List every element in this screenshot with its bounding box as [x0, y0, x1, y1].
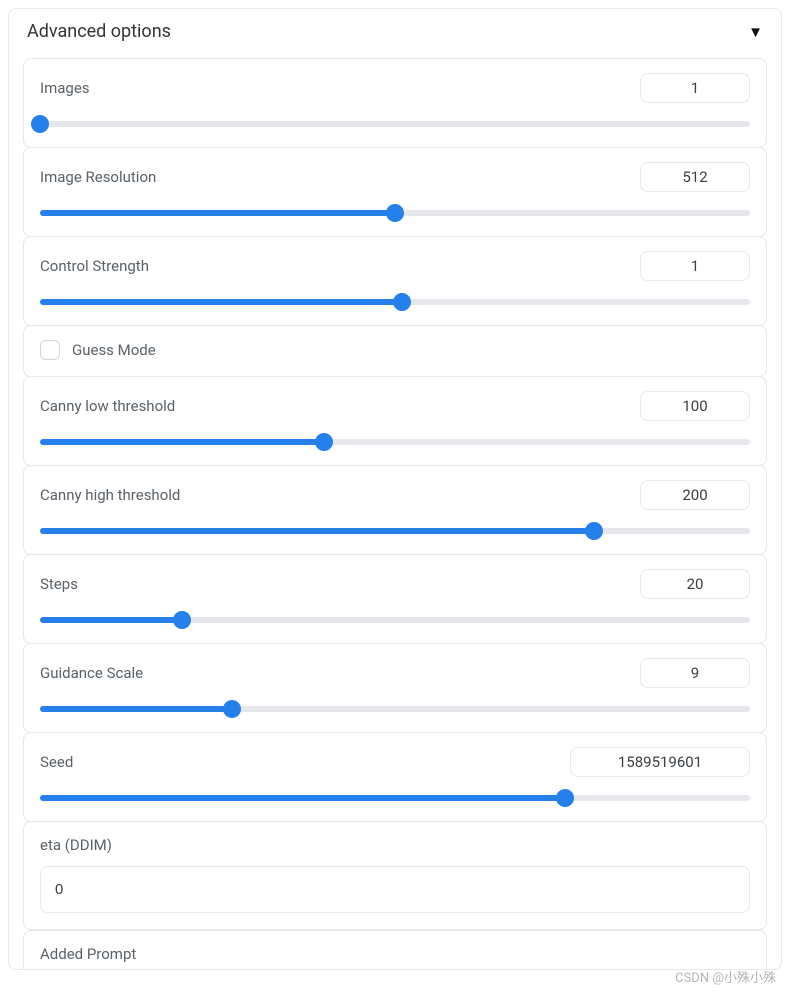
slider-thumb[interactable] — [223, 700, 241, 718]
seed-value[interactable]: 1589519601 — [570, 747, 750, 777]
steps-value[interactable]: 20 — [640, 569, 750, 599]
resolution-slider[interactable] — [40, 206, 750, 220]
canny-low-slider[interactable] — [40, 435, 750, 449]
resolution-block: Image Resolution 512 — [23, 147, 767, 237]
canny-high-label: Canny high threshold — [40, 486, 180, 504]
steps-block: Steps 20 — [23, 554, 767, 644]
canny-low-label: Canny low threshold — [40, 397, 175, 415]
eta-input[interactable] — [40, 866, 750, 913]
control-strength-block: Control Strength 1 — [23, 236, 767, 326]
canny-low-value[interactable]: 100 — [640, 391, 750, 421]
collapse-icon[interactable]: ▼ — [748, 23, 763, 41]
images-slider[interactable] — [40, 117, 750, 131]
slider-thumb[interactable] — [585, 522, 603, 540]
panel-header[interactable]: Advanced options ▼ — [9, 9, 781, 50]
seed-label: Seed — [40, 753, 73, 771]
eta-label: eta (DDIM) — [40, 836, 750, 854]
eta-block: eta (DDIM) — [23, 821, 767, 930]
added-prompt-block: Added Prompt — [23, 930, 767, 969]
slider-thumb[interactable] — [315, 433, 333, 451]
resolution-value[interactable]: 512 — [640, 162, 750, 192]
watermark: CSDN @小殊小殊 — [675, 967, 776, 986]
slider-thumb[interactable] — [393, 293, 411, 311]
canny-high-value[interactable]: 200 — [640, 480, 750, 510]
guidance-block: Guidance Scale 9 — [23, 643, 767, 733]
control-strength-slider[interactable] — [40, 295, 750, 309]
slider-thumb[interactable] — [386, 204, 404, 222]
control-strength-label: Control Strength — [40, 257, 149, 275]
images-value[interactable]: 1 — [640, 73, 750, 103]
canny-high-block: Canny high threshold 200 — [23, 465, 767, 555]
guidance-label: Guidance Scale — [40, 664, 143, 682]
guidance-value[interactable]: 9 — [640, 658, 750, 688]
controls-container: Images 1 Image Resolution 512 — [9, 58, 781, 969]
slider-thumb[interactable] — [173, 611, 191, 629]
seed-slider[interactable] — [40, 791, 750, 805]
images-block: Images 1 — [23, 58, 767, 148]
canny-high-slider[interactable] — [40, 524, 750, 538]
slider-thumb[interactable] — [31, 115, 49, 133]
canny-low-block: Canny low threshold 100 — [23, 376, 767, 466]
resolution-label: Image Resolution — [40, 168, 156, 186]
control-strength-value[interactable]: 1 — [640, 251, 750, 281]
steps-label: Steps — [40, 575, 78, 593]
images-label: Images — [40, 79, 90, 97]
guidance-slider[interactable] — [40, 702, 750, 716]
added-prompt-label: Added Prompt — [40, 945, 750, 963]
advanced-options-panel: Advanced options ▼ Images 1 Image Resolu… — [8, 8, 782, 970]
seed-block: Seed 1589519601 — [23, 732, 767, 822]
steps-slider[interactable] — [40, 613, 750, 627]
slider-thumb[interactable] — [556, 789, 574, 807]
guess-mode-block: Guess Mode — [23, 325, 767, 377]
guess-mode-checkbox[interactable] — [40, 340, 60, 360]
guess-mode-label: Guess Mode — [72, 341, 156, 359]
panel-title: Advanced options — [27, 21, 171, 42]
